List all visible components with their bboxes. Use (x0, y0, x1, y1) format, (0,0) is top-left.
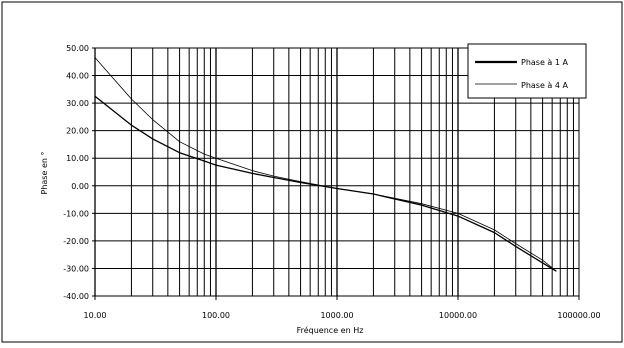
legend-box (467, 43, 587, 99)
y-tick-label: -40.00 (63, 292, 89, 301)
y-tick-label: 10.00 (66, 154, 89, 163)
grid-lines (94, 47, 579, 297)
y-tick-label: 50.00 (66, 44, 89, 53)
series-line-phase-1a (94, 95, 557, 272)
y-tick-labels: 50.00 40.00 30.00 20.00 10.00 0.00 -10.00 -20.0… (63, 44, 95, 301)
y-tick-label: -20.00 (63, 237, 89, 246)
x-axis-label: Fréquence en Hz (297, 325, 364, 335)
x-tick-label: 100000.00 (557, 311, 600, 320)
x-tick-label: 100.00 (202, 311, 230, 320)
x-tick-label: 1000.00 (320, 311, 353, 320)
x-tick-labels: 10.00 100.00 1000.00 10000.00 100000.00 (84, 296, 601, 320)
y-axis-label: Phase en ° (40, 152, 49, 195)
legend: Phase à 1 A Phase à 4 A (467, 43, 587, 99)
series-lines (94, 57, 557, 272)
x-tick-label: 10000.00 (439, 311, 477, 320)
y-tick-label: 0.00 (71, 182, 89, 191)
x-tick-label: 10.00 (84, 311, 107, 320)
y-tick-label: -30.00 (63, 264, 89, 273)
y-tick-label: 40.00 (66, 72, 89, 81)
legend-label-4a: Phase à 4 A (521, 81, 569, 90)
legend-label-1a: Phase à 1 A (521, 58, 569, 67)
y-tick-label: 20.00 (66, 127, 89, 136)
plot-frame (94, 47, 580, 297)
series-line-phase-4a (94, 57, 557, 272)
y-tick-label: -10.00 (63, 209, 89, 218)
y-tick-label: 30.00 (66, 99, 89, 108)
